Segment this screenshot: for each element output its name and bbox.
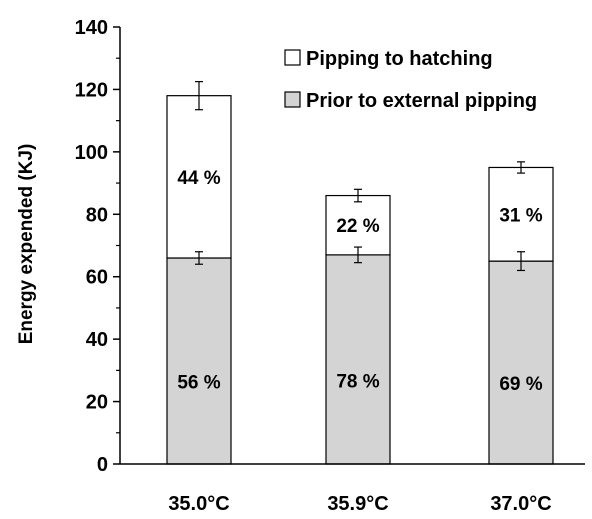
x-category-label: 35.9°C: [327, 493, 388, 515]
y-tick-label: 100: [75, 142, 108, 164]
y-tick-label: 0: [97, 454, 108, 476]
y-tick-label: 40: [86, 329, 108, 351]
y-tick-label: 60: [86, 267, 108, 289]
y-tick-label: 20: [86, 392, 108, 414]
bar-segment: [325, 194, 391, 256]
category-labels: 35.0°C 35.9°C 37.0°C: [168, 493, 551, 515]
bar-segment: [166, 257, 232, 465]
percent-label: 56 %: [177, 373, 220, 394]
x-category-label: 35.0°C: [168, 493, 229, 515]
bar-segment: [488, 260, 554, 465]
legend-swatch: [284, 91, 301, 108]
percent-label: 31 %: [499, 205, 542, 226]
legend-label: Pipping to hatching: [306, 48, 493, 70]
legend-label: Prior to external pipping: [306, 90, 537, 112]
legend: Pipping to hatching Prior to external pip…: [284, 48, 537, 112]
percent-label: 22 %: [336, 216, 379, 237]
y-tick-label: 140: [75, 17, 108, 39]
legend-swatch: [284, 49, 301, 66]
bar-segment: [166, 95, 232, 259]
y-tick-label: 80: [86, 204, 108, 226]
percent-label: 78 %: [336, 371, 379, 392]
bar-segment: [325, 254, 391, 465]
y-axis-title: Energy expended (KJ): [16, 144, 37, 345]
percent-label: 69 %: [499, 374, 542, 395]
y-axis-ticks: 0 20 40 60 80 100 120 140: [75, 17, 120, 476]
bar-segment: [488, 166, 554, 262]
x-category-label: 37.0°C: [490, 493, 551, 515]
bar-segments: [166, 95, 554, 465]
y-tick-label: 120: [75, 79, 108, 101]
error-bars: [195, 81, 525, 272]
percent-label: 44 %: [177, 168, 220, 189]
percent-labels: 56 % 44 % 78 % 22 % 69 % 31 %: [177, 168, 542, 395]
